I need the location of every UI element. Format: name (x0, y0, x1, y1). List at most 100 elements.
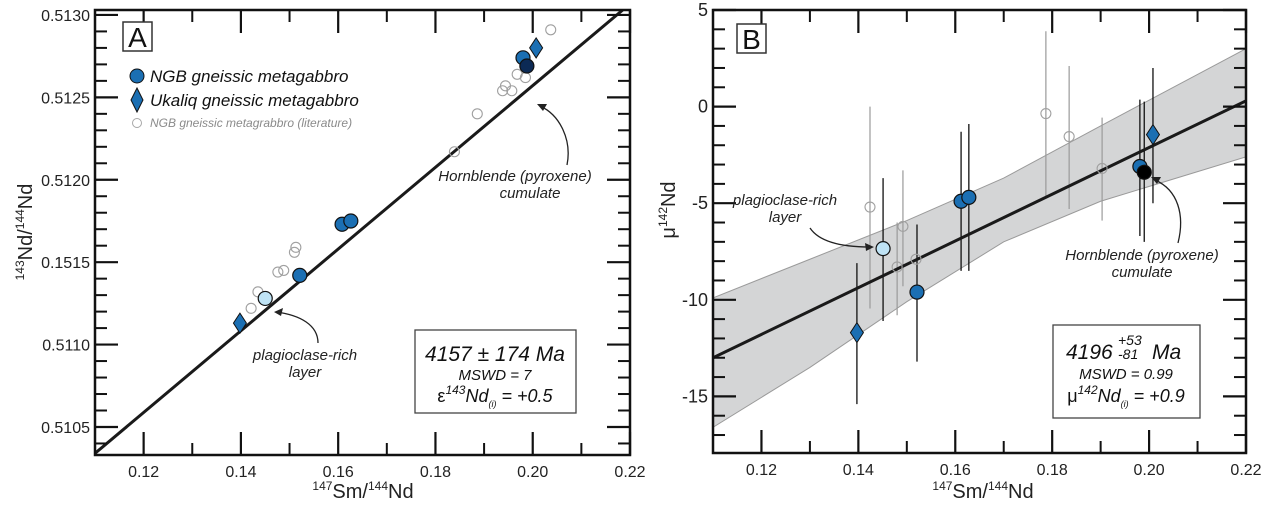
y-tick-label: 0.5125 (41, 90, 90, 107)
annotation-hornblende-line1: Hornblende (pyroxene) (438, 168, 591, 185)
legend-item-ukaliq: Ukaliq gneissic metagabbro (150, 91, 359, 110)
literature-point (519, 72, 531, 84)
regression-line (95, 10, 624, 455)
epsilon-value: = +0.5 (497, 386, 554, 406)
x-tick-label: 0.22 (1230, 462, 1261, 479)
annotation-plagioclase-b-line1: plagioclase-rich (732, 192, 837, 209)
literature-point (278, 264, 290, 276)
y-tick-label: 5 (698, 0, 708, 20)
legend-item-literature: NGB gneissic metagrabbro (literature) (150, 116, 352, 130)
literature-point (471, 108, 483, 120)
epsilon-nd-a: ε143Nd(i) = +0.5 (437, 383, 553, 409)
panel-a-ticks: 0.12 0.14 0.16 0.18 0.20 0.22 0.5105 0.5110 0.15… (41, 8, 646, 481)
y-axis-title-a: 143Nd/144Nd (13, 184, 37, 281)
panel-a-frame (93, 8, 632, 457)
epsilon-sup: 143 (445, 383, 465, 397)
annotation-plagioclase-arrow (275, 311, 319, 344)
legend: NGB gneissic metagabbro Ukaliq gneissic … (129, 67, 359, 130)
diamond-point (1145, 123, 1161, 146)
annotation-plagioclase-line1: plagioclase-rich (252, 347, 357, 364)
x-title-b-main2: Nd (1008, 481, 1034, 503)
y-tick-label: -10 (682, 290, 708, 310)
y-title-sup2: 144 (13, 209, 27, 229)
plot-content (713, 31, 1246, 428)
x-title-b-sup2: 144 (988, 479, 1008, 493)
legend-diamond-marker-icon (130, 86, 144, 114)
result-box-a: 4157 ± 174 Ma MSWD = 7 ε143Nd(i) = +0.5 (414, 329, 577, 414)
mswd-b: MSWD = 0.99 (1079, 366, 1173, 383)
x-tick-label: 0.16 (940, 462, 971, 479)
x-tick-label: 0.22 (614, 464, 645, 481)
literature-point (545, 24, 557, 36)
literature-point (1063, 130, 1075, 143)
y-tick-label: 0 (698, 97, 708, 117)
literature-point (245, 302, 257, 314)
annotation-plagioclase-b-line2: layer (769, 209, 803, 226)
panel-a: 0.12 0.14 0.16 0.18 0.20 0.22 0.5105 0.5110 0.15… (13, 8, 646, 503)
literature-point (1096, 162, 1108, 174)
y-title-main2: Nd (15, 184, 37, 210)
result-box-a-frame (414, 329, 577, 414)
y-tick-label: 0.5110 (42, 338, 90, 355)
y-tick-label: 0.5130 (41, 8, 90, 25)
x-tick-label: 0.20 (1134, 462, 1165, 479)
literature-point (897, 220, 909, 232)
x-tick-label: 0.12 (128, 464, 159, 481)
y-tick-label: 0.5105 (41, 420, 90, 437)
arrowhead-icon (537, 104, 547, 111)
circle-point (519, 58, 535, 74)
y-title-b-sup1: 142 (656, 207, 670, 227)
age-a: 4157 ± 174 Ma (425, 343, 565, 366)
mu-sup: 142 (1078, 383, 1098, 397)
literature-point (891, 261, 903, 273)
diamond-point (529, 36, 544, 59)
literature-point (288, 246, 300, 258)
circle-point (1136, 164, 1152, 180)
age-b-unit: Ma (1152, 341, 1181, 364)
mu-symbol: μ (1067, 386, 1077, 406)
panel-b-letter: B (742, 24, 761, 55)
arrowhead-icon (274, 308, 283, 316)
diamond-point (849, 321, 865, 344)
y-tick-label: -5 (692, 193, 708, 213)
y-tick-label: -15 (682, 386, 708, 406)
x-title-b-main1: Sm/ (952, 481, 988, 503)
literature-point (448, 146, 460, 158)
annotation-plagioclase-line2: layer (289, 364, 323, 381)
panel-a-plot-area (95, 10, 624, 455)
annotation-hornblende-arrow (539, 105, 569, 166)
x-title-sup1: 147 (312, 479, 332, 493)
diamond-point (232, 312, 248, 335)
legend-open-circle-marker-icon (132, 118, 142, 128)
panel-b: 0.12 0.14 0.16 0.18 0.20 0.22 5 0 -5 -10 -15 B pla… (656, 0, 1262, 503)
annotation-hornblende-b-line2: cumulate (1112, 264, 1173, 281)
panel-a-letter-frame (122, 21, 153, 52)
mu-value: = +0.9 (1129, 386, 1185, 406)
x-tick-label: 0.14 (225, 464, 256, 481)
annotation-plagioclase-b-arrow (809, 227, 871, 248)
x-tick-label: 0.12 (746, 462, 777, 479)
age-b-minus: -81 (1118, 346, 1138, 362)
y-tick-label: 0.5120 (41, 173, 90, 190)
literature-point (864, 201, 876, 213)
x-title-main1: Sm/ (332, 481, 368, 503)
x-title-main2: Nd (388, 481, 414, 503)
regression-line (713, 99, 1246, 360)
annotation-hornblende-b-line1: Hornblende (pyroxene) (1065, 247, 1218, 264)
x-axis-title-b: 147Sm/144Nd (932, 479, 1033, 503)
x-axis-title-a: 147Sm/144Nd (312, 479, 413, 503)
literature-point (910, 253, 922, 265)
mswd-a: MSWD = 7 (459, 367, 533, 384)
age-b-main: 4196 (1066, 341, 1113, 364)
circle-point (961, 189, 977, 206)
panel-a-letter: A (128, 22, 147, 53)
annotation-hornblende-line2: cumulate (500, 185, 561, 202)
epsilon-symbol: ε (437, 386, 445, 406)
circle-point (343, 213, 359, 229)
age-b-plus: +53 (1118, 332, 1142, 348)
literature-point (290, 241, 302, 253)
y-tick-label: 0.1515 (41, 255, 90, 272)
y-title-main1: Nd/ (15, 229, 37, 261)
literature-point (272, 266, 284, 278)
